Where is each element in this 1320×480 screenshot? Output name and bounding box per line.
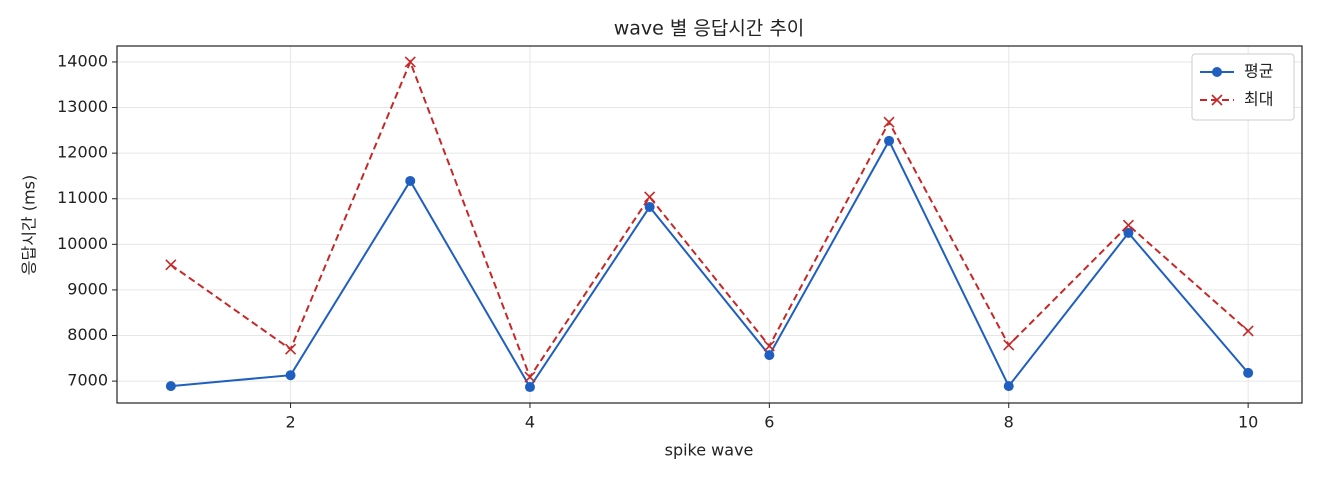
point — [524, 382, 535, 393]
chart-title: wave 별 응답시간 추이 — [614, 18, 805, 40]
x-tick-label: 10 — [1238, 413, 1258, 432]
point — [1123, 227, 1134, 238]
point — [405, 175, 416, 186]
point — [1243, 367, 1254, 378]
point — [165, 381, 176, 392]
legend-box — [1191, 53, 1295, 121]
legend-label: 평균 — [1244, 62, 1273, 81]
point — [884, 135, 895, 146]
point — [763, 340, 775, 352]
point — [404, 56, 416, 68]
y-tick-label: 14000 — [57, 51, 108, 70]
x-tick-label: 2 — [285, 413, 295, 432]
legend-marker — [1212, 67, 1222, 77]
x-tick-label: 6 — [764, 413, 774, 432]
point — [644, 201, 655, 212]
legend-label: 최대 — [1244, 90, 1273, 109]
y-tick-label: 10000 — [57, 234, 108, 253]
y-tick-label: 7000 — [67, 371, 108, 390]
point — [1003, 339, 1015, 351]
series-line — [170, 59, 1249, 380]
y-axis-label: 응답시간 (ms) — [20, 175, 39, 275]
y-tick-label: 12000 — [57, 143, 108, 162]
point — [764, 350, 775, 361]
point — [883, 116, 895, 128]
point — [284, 343, 297, 355]
y-tick-label: 13000 — [57, 97, 108, 116]
point — [524, 371, 536, 383]
legend-marker — [1211, 94, 1223, 106]
y-tick-label: 9000 — [67, 279, 108, 298]
x-tick-label: 4 — [525, 413, 535, 432]
plot-frame — [116, 45, 1303, 404]
point — [1242, 325, 1254, 337]
series-line — [170, 138, 1249, 389]
point — [1003, 381, 1014, 392]
point — [285, 370, 296, 381]
point — [644, 191, 656, 203]
y-tick-label: 11000 — [57, 188, 108, 207]
y-tick-label: 8000 — [67, 325, 108, 344]
point — [1122, 219, 1135, 231]
x-tick-label: 8 — [1004, 413, 1014, 432]
x-axis-label: spike wave — [665, 441, 754, 460]
point — [165, 259, 177, 271]
